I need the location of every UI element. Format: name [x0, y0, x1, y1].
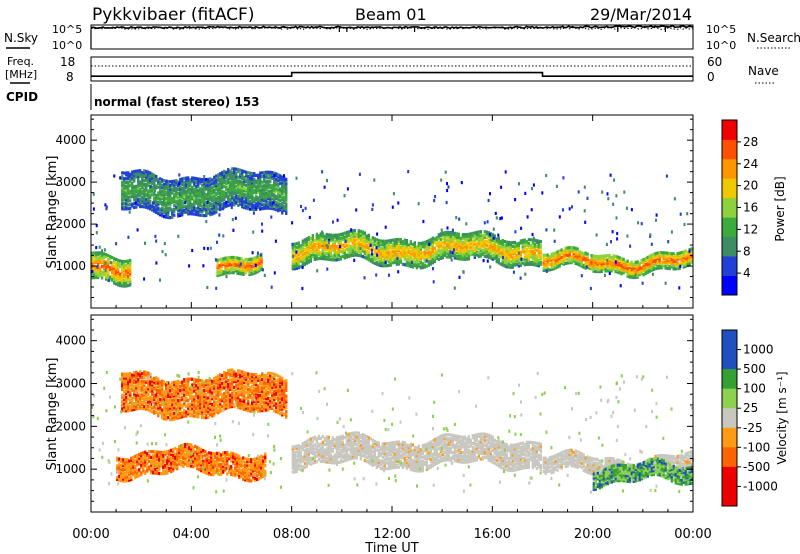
power-colorbar-swatch: [722, 139, 737, 160]
x-tick-label: 00:00: [674, 527, 711, 542]
velocity-data: [91, 368, 695, 494]
power-data: [91, 167, 693, 291]
velocity-colorbar-tick-label: -1000: [743, 479, 778, 493]
freq-right-tick-top: 60: [707, 55, 722, 69]
y-tick-label: 1000: [55, 462, 86, 476]
power-colorbar-tick-label: 12: [743, 222, 758, 236]
power-y-axis-label: Slant Range [km]: [45, 156, 60, 269]
noise-panel: N.Sky 10^5 10^0 10^5 10^0 N.Search: [4, 23, 800, 52]
velocity-colorbar-tick-label: 1000: [743, 343, 774, 357]
y-tick-label: 1000: [55, 259, 86, 273]
power-colorbar-swatches: [722, 120, 737, 296]
velocity-colorbar-tick-label: 100: [743, 382, 766, 396]
power-colorbar-tick-label: 8: [743, 244, 751, 258]
power-colorbar-tick-label: 28: [743, 135, 758, 149]
station-title: Pykkvibaer (fitACF): [92, 5, 254, 25]
velocity-y-axis-label: Slant Range [km]: [45, 358, 60, 471]
nave-label: Nave: [748, 64, 779, 78]
freq-panel: Freq. [MHz] 18 8 60 0 Nave: [5, 55, 779, 84]
nsearch-series-line: [90, 26, 694, 30]
power-colorbar-swatch: [722, 178, 737, 199]
velocity-colorbar-tick-label: -100: [743, 440, 770, 454]
velocity-x-ticks: 00:00 04:00 08:00 12:00 16:00 20:00 00:00: [72, 115, 712, 542]
power-colorbar-swatch: [722, 158, 737, 179]
y-tick-label: 4000: [55, 334, 86, 348]
power-colorbar-swatch: [722, 217, 737, 238]
y-tick-label: 2000: [55, 217, 86, 231]
nsky-label: N.Sky: [4, 31, 38, 45]
beam-title: Beam 01: [355, 5, 427, 24]
noise-left-tick-bottom: 10^0: [52, 39, 82, 52]
freq-left-tick-top: 18: [60, 55, 75, 69]
nsearch-label: N.Search: [747, 31, 800, 45]
freq-left-tick-bottom: 8: [66, 70, 74, 84]
noise-left-tick-top: 10^5: [52, 23, 82, 36]
power-colorbar-tick-label: 24: [743, 157, 758, 171]
power-colorbar-label: Power [dB]: [773, 176, 787, 241]
noise-right-tick-top: 10^5: [706, 23, 736, 36]
velocity-colorbar: 1000 500 100 25 -25 -100 -500 -1000 Velocity [m…: [721, 329, 789, 507]
x-tick-label: 00:00: [72, 527, 109, 542]
x-tick-label: 20:00: [574, 527, 611, 542]
velocity-colorbar-tick-label: -500: [743, 460, 770, 474]
power-colorbar-swatch: [722, 236, 737, 257]
x-tick-label: 12:00: [373, 527, 410, 542]
nsky-series-line: [90, 24, 694, 30]
cpid-label: CPID: [6, 90, 38, 104]
velocity-colorbar-swatch: [722, 486, 737, 507]
velocity-colorbar-swatch: [722, 466, 737, 487]
power-colorbar-tick-label: 4: [743, 266, 751, 280]
date-title: 29/Mar/2014: [590, 5, 692, 24]
velocity-colorbar-swatch: [722, 349, 737, 370]
velocity-y-ticks: 1000 2000 3000 4000: [55, 318, 693, 502]
y-tick-label: 4000: [55, 133, 86, 147]
power-colorbar: 4 8 12 16 20 24 28 Power [dB]: [721, 119, 787, 296]
x-tick-label: 04:00: [173, 527, 210, 542]
power-colorbar-swatch: [722, 120, 737, 140]
velocity-panel: 1000 2000 3000 4000 00:00 04:00 08:00 12:00 16:…: [45, 115, 712, 554]
power-colorbar-swatch: [722, 256, 737, 276]
y-tick-label: 2000: [55, 419, 86, 433]
freq-right-tick-bottom: 0: [707, 70, 715, 84]
velocity-colorbar-swatch: [722, 408, 737, 429]
velocity-colorbar-swatch: [722, 330, 737, 350]
power-colorbar-tick-label: 16: [743, 201, 758, 215]
velocity-colorbar-swatch: [722, 427, 737, 448]
velocity-colorbar-ticks: 1000 500 100 25 -25 -100 -500 -1000: [737, 343, 778, 493]
velocity-colorbar-tick-label: 25: [743, 401, 758, 415]
x-tick-label: 16:00: [474, 527, 511, 542]
nsky-spikes: [90, 27, 667, 49]
time-axis-label: Time UT: [364, 541, 418, 554]
velocity-colorbar-swatch: [722, 447, 737, 468]
freq-series-line: [91, 71, 693, 77]
power-panel: 1000 2000 3000 4000 Slant Range [km]: [45, 114, 694, 309]
freq-label-line1: Freq.: [7, 55, 34, 68]
y-tick-label: 3000: [55, 175, 86, 189]
cpid-mode-text: normal (fast stereo) 153: [94, 95, 260, 109]
power-y-ticks: 1000 2000 3000 4000: [55, 118, 693, 299]
power-colorbar-ticks: 4 8 12 16 20 24 28: [737, 135, 758, 280]
power-colorbar-swatch: [722, 275, 737, 296]
velocity-colorbar-swatch: [722, 369, 737, 390]
freq-label-line2: [MHz]: [5, 68, 37, 81]
velocity-colorbar-swatches: [722, 330, 737, 507]
velocity-colorbar-label: Velocity [m s⁻¹]: [775, 371, 789, 464]
velocity-colorbar-tick-label: -25: [743, 421, 763, 435]
noise-right-tick-bottom: 10^0: [706, 39, 736, 52]
power-colorbar-swatch: [722, 197, 737, 218]
y-tick-label: 3000: [55, 377, 86, 391]
power-colorbar-tick-label: 20: [743, 179, 758, 193]
velocity-colorbar-tick-label: 500: [743, 362, 766, 376]
x-tick-label: 08:00: [273, 527, 310, 542]
velocity-colorbar-swatch: [722, 388, 737, 409]
